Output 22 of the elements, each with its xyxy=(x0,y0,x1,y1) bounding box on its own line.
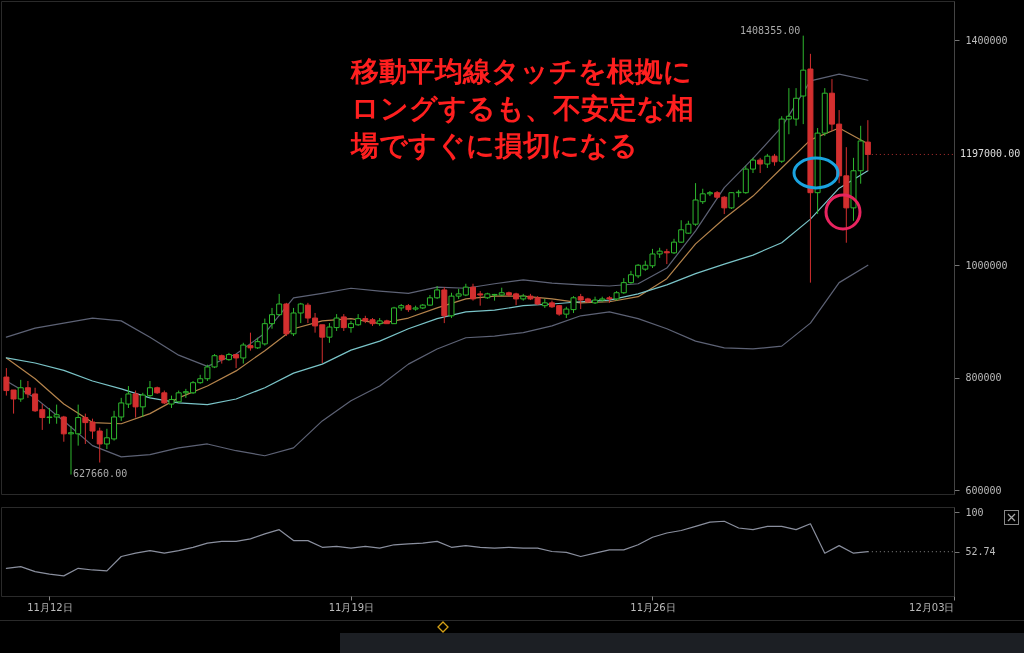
y-tick-label: 1000000 xyxy=(965,259,1008,271)
y-tick-label: 600000 xyxy=(965,484,1002,496)
line-series xyxy=(5,170,869,406)
candlestick xyxy=(132,390,139,419)
ref-line-label: 1197000.00 xyxy=(960,148,1021,160)
candlestick xyxy=(17,379,24,403)
x-tick-label: 11月19日 xyxy=(328,601,375,613)
y-tick-label: 52.74 xyxy=(965,546,996,558)
y-tick-label: 100 xyxy=(965,506,984,518)
line-series xyxy=(5,520,869,577)
x-tick-label: 12月03日 xyxy=(909,601,955,613)
y-tick-label: 1400000 xyxy=(965,34,1008,46)
candlestick xyxy=(864,119,871,172)
candlestick xyxy=(240,342,247,365)
x-tick-label: 11月12日 xyxy=(27,601,73,613)
annotation: 627660.00 xyxy=(72,467,128,479)
y-tick-label: 800000 xyxy=(965,372,1002,384)
annotation: 1408355.00 xyxy=(740,24,801,36)
candlestick xyxy=(60,415,67,443)
annotation: 移動平均線タッチを根拠にロングするも、不安定な相場ですぐに損切になる xyxy=(349,55,694,162)
candlestick xyxy=(233,353,240,369)
x-tick-label: 11月26日 xyxy=(630,601,676,613)
